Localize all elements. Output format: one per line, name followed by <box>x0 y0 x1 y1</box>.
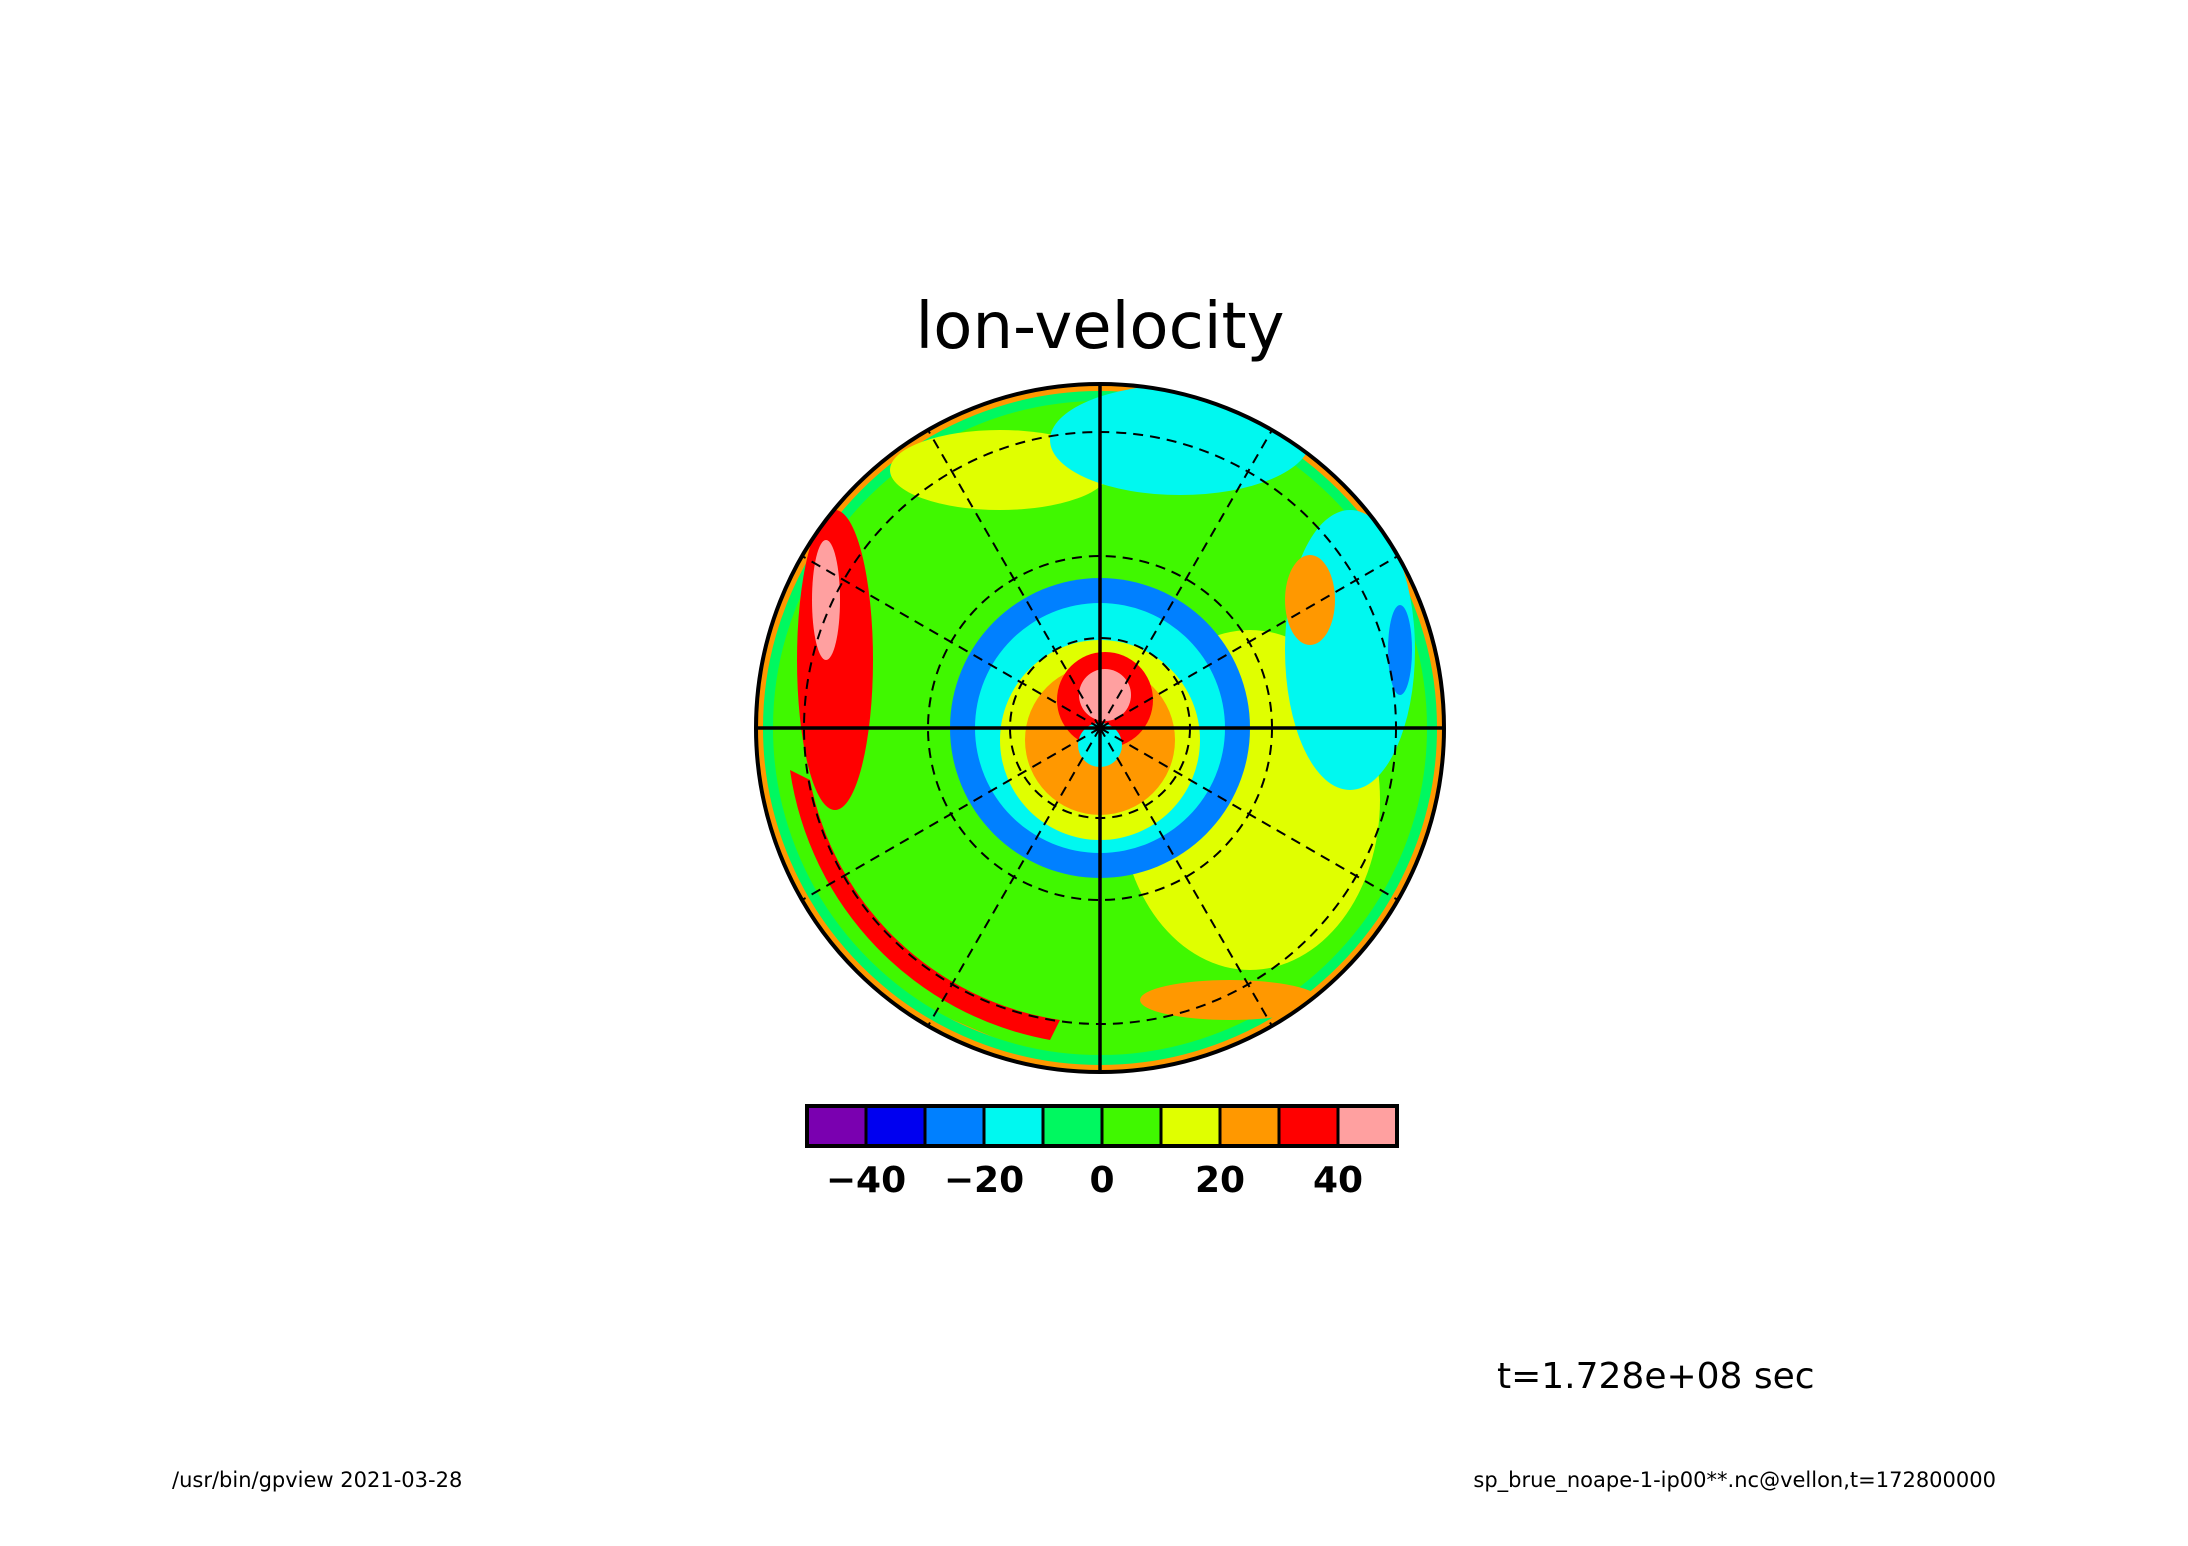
map-border <box>754 382 1446 1074</box>
band-orange-right <box>1285 555 1335 645</box>
colorbar-tick-label: 20 <box>1195 1160 1245 1201</box>
meridian-line <box>927 727 1101 1027</box>
colorbar-cell <box>1277 1104 1340 1148</box>
colorbar-cell <box>982 1104 1045 1148</box>
colorbar-tick-label: −20 <box>944 1160 1024 1201</box>
chart-title: lon-velocity <box>916 290 1285 364</box>
colorbar-tick-label: 40 <box>1313 1160 1363 1201</box>
footer-right: sp_brue_noape-1-ip00**.nc@vellon,t=17280… <box>1473 1468 1996 1493</box>
meridian-line <box>801 727 1101 901</box>
meridian-line <box>1099 727 1273 1027</box>
velocity-field <box>756 384 1444 1072</box>
colorbar: −40 −20 0 20 40 <box>805 1104 1399 1201</box>
meridian-line <box>1099 727 1399 901</box>
meridian-line <box>801 555 1101 729</box>
colorbar-cell <box>1336 1104 1399 1148</box>
band-cyan-top <box>1050 385 1310 495</box>
colorbar-cell <box>805 1104 868 1148</box>
colorbar-cell <box>923 1104 986 1148</box>
core-pink <box>1079 669 1131 721</box>
band-orange-bottom <box>1140 980 1320 1020</box>
time-annotation: t=1.728e+08 sec <box>1497 1356 1815 1397</box>
footer-left: /usr/bin/gpview 2021-03-28 <box>172 1468 462 1492</box>
colorbar-cell <box>1159 1104 1222 1148</box>
meridian-line <box>1099 555 1399 729</box>
colorbar-frame <box>805 1104 1399 1148</box>
colorbar-cell <box>864 1104 927 1148</box>
colorbar-tick-label: −40 <box>826 1160 906 1201</box>
meridian-line <box>1099 429 1273 729</box>
band-red-bottom <box>790 770 1060 1040</box>
colorbar-cell <box>1218 1104 1281 1148</box>
band-pink-left <box>812 540 840 660</box>
meridian-line <box>927 429 1101 729</box>
colorbar-cell <box>1100 1104 1163 1148</box>
colorbar-tick-label: 0 <box>1089 1160 1114 1201</box>
band-blue-right <box>1388 605 1412 695</box>
colorbar-cell <box>1041 1104 1104 1148</box>
meridian-lines <box>801 429 1399 1027</box>
polar-map <box>754 382 1446 1074</box>
